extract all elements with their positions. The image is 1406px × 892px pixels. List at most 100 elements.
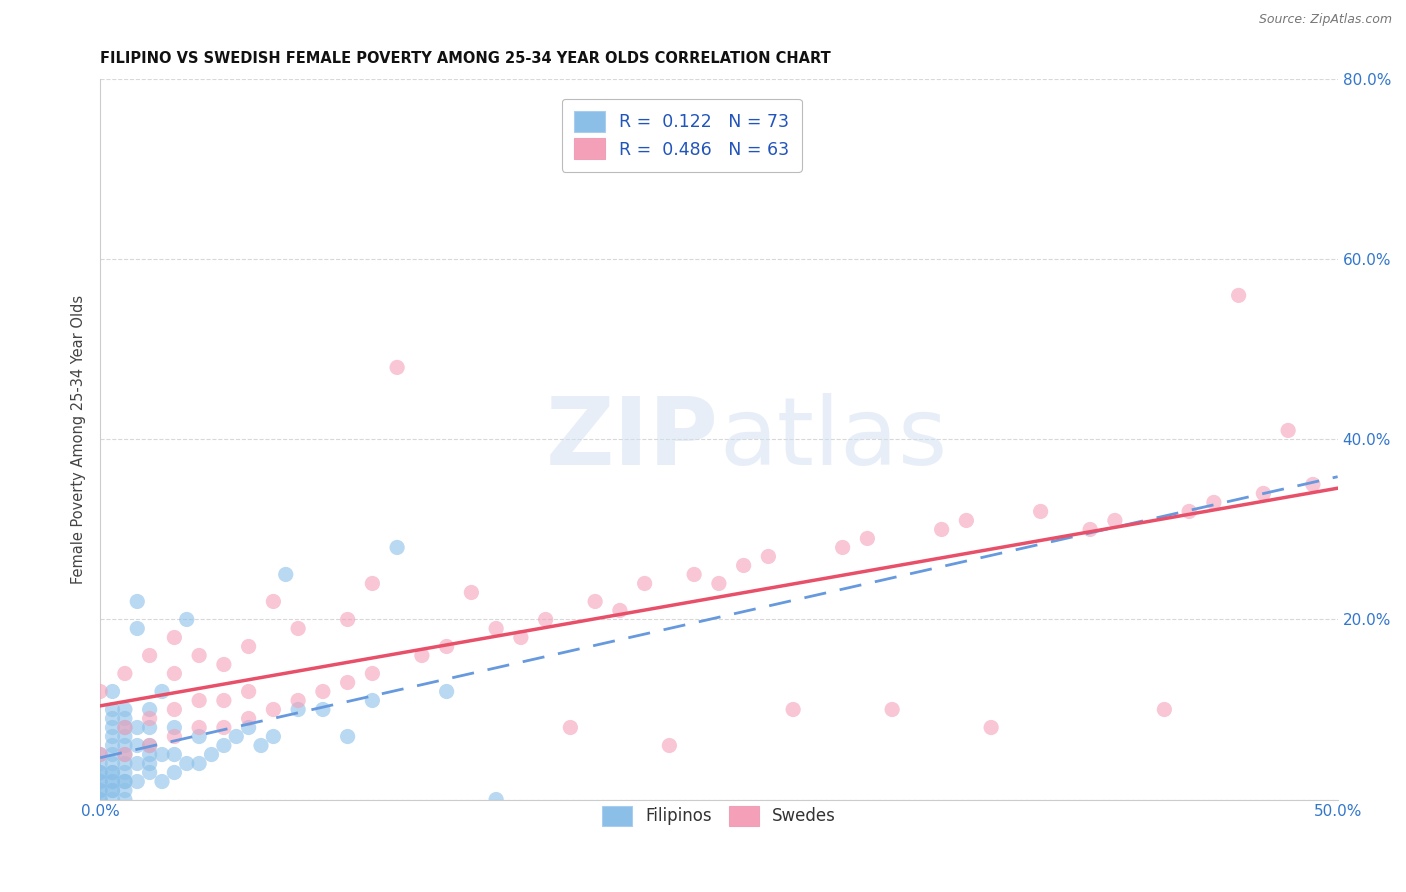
Point bbox=[150, 684, 173, 698]
Point bbox=[238, 711, 260, 725]
Point bbox=[114, 711, 136, 725]
Point bbox=[262, 594, 284, 608]
Point bbox=[101, 774, 124, 789]
Point bbox=[1078, 523, 1101, 537]
Point bbox=[89, 765, 111, 780]
Point bbox=[114, 666, 136, 681]
Point bbox=[114, 721, 136, 735]
Point bbox=[1227, 288, 1250, 302]
Point bbox=[101, 721, 124, 735]
Point bbox=[1202, 495, 1225, 509]
Point bbox=[583, 594, 606, 608]
Point bbox=[436, 684, 458, 698]
Point bbox=[114, 730, 136, 744]
Point bbox=[89, 684, 111, 698]
Point bbox=[101, 684, 124, 698]
Point bbox=[176, 756, 198, 771]
Point bbox=[882, 702, 904, 716]
Point bbox=[733, 558, 755, 573]
Point bbox=[274, 567, 297, 582]
Point bbox=[361, 666, 384, 681]
Point bbox=[163, 721, 186, 735]
Point bbox=[212, 739, 235, 753]
Point bbox=[980, 721, 1002, 735]
Point bbox=[336, 675, 359, 690]
Point bbox=[138, 648, 160, 663]
Point bbox=[188, 693, 211, 707]
Point bbox=[163, 702, 186, 716]
Text: atlas: atlas bbox=[718, 393, 948, 485]
Point bbox=[485, 622, 508, 636]
Point bbox=[163, 747, 186, 762]
Point bbox=[856, 532, 879, 546]
Point bbox=[188, 721, 211, 735]
Point bbox=[89, 792, 111, 806]
Point bbox=[138, 721, 160, 735]
Point bbox=[1178, 504, 1201, 518]
Point bbox=[287, 693, 309, 707]
Point bbox=[89, 747, 111, 762]
Point bbox=[101, 765, 124, 780]
Point bbox=[101, 783, 124, 797]
Point bbox=[560, 721, 582, 735]
Point bbox=[1253, 486, 1275, 500]
Point bbox=[114, 702, 136, 716]
Text: FILIPINO VS SWEDISH FEMALE POVERTY AMONG 25-34 YEAR OLDS CORRELATION CHART: FILIPINO VS SWEDISH FEMALE POVERTY AMONG… bbox=[100, 51, 831, 66]
Point bbox=[460, 585, 482, 599]
Point bbox=[238, 640, 260, 654]
Point bbox=[163, 765, 186, 780]
Point bbox=[114, 739, 136, 753]
Point bbox=[127, 594, 149, 608]
Point bbox=[138, 756, 160, 771]
Point bbox=[101, 783, 124, 797]
Point bbox=[683, 567, 706, 582]
Point bbox=[200, 747, 222, 762]
Point bbox=[287, 622, 309, 636]
Point bbox=[782, 702, 804, 716]
Point bbox=[127, 622, 149, 636]
Point bbox=[89, 774, 111, 789]
Point bbox=[114, 783, 136, 797]
Point bbox=[89, 756, 111, 771]
Point bbox=[1277, 424, 1299, 438]
Point bbox=[101, 756, 124, 771]
Point bbox=[385, 541, 408, 555]
Point bbox=[114, 765, 136, 780]
Point bbox=[361, 576, 384, 591]
Point bbox=[127, 739, 149, 753]
Point bbox=[1302, 477, 1324, 491]
Point bbox=[101, 765, 124, 780]
Point bbox=[127, 721, 149, 735]
Point bbox=[138, 702, 160, 716]
Point bbox=[188, 648, 211, 663]
Point bbox=[212, 657, 235, 672]
Point bbox=[336, 730, 359, 744]
Point bbox=[114, 747, 136, 762]
Text: ZIP: ZIP bbox=[546, 393, 718, 485]
Point bbox=[361, 693, 384, 707]
Point bbox=[114, 792, 136, 806]
Point bbox=[127, 774, 149, 789]
Point bbox=[89, 792, 111, 806]
Point bbox=[89, 783, 111, 797]
Point bbox=[101, 747, 124, 762]
Point bbox=[188, 730, 211, 744]
Point bbox=[287, 702, 309, 716]
Point bbox=[101, 774, 124, 789]
Point bbox=[150, 747, 173, 762]
Point bbox=[101, 739, 124, 753]
Point bbox=[101, 711, 124, 725]
Point bbox=[385, 360, 408, 375]
Point bbox=[609, 603, 631, 617]
Point bbox=[238, 684, 260, 698]
Point bbox=[758, 549, 780, 564]
Point bbox=[89, 774, 111, 789]
Point bbox=[250, 739, 273, 753]
Point bbox=[138, 739, 160, 753]
Point bbox=[188, 756, 211, 771]
Point bbox=[101, 792, 124, 806]
Point bbox=[114, 721, 136, 735]
Point bbox=[262, 730, 284, 744]
Point bbox=[89, 747, 111, 762]
Point bbox=[101, 702, 124, 716]
